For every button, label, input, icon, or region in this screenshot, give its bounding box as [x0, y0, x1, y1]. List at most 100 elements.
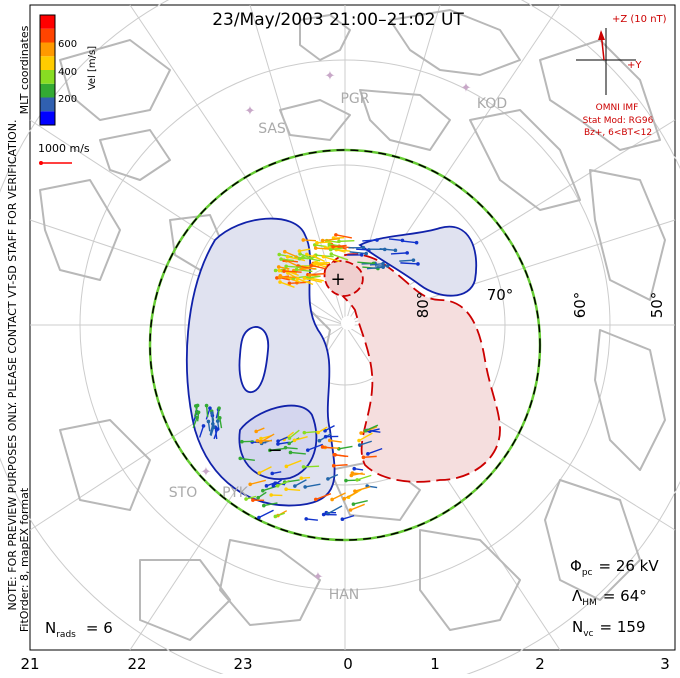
coordinate-system-label: MLT coordinates — [18, 25, 31, 114]
velocity-vector-dot — [256, 496, 260, 500]
pole-blank — [341, 316, 355, 330]
velocity-vector — [286, 266, 301, 267]
mlt-tick-label: 0 — [343, 655, 353, 673]
imf-condition-label: Bz+, 6<BT<12 — [584, 128, 652, 138]
colorbar-cells — [40, 15, 55, 125]
velocity-vector — [289, 282, 306, 283]
velocity-vector-dot — [301, 238, 305, 242]
velocity-vector-dot — [276, 484, 280, 488]
velocity-vector-dot — [318, 439, 322, 443]
velocity-vector-dot — [314, 498, 318, 502]
velocity-vector — [339, 241, 354, 242]
station-label: PGR — [340, 91, 369, 107]
velocity-vector-dot — [285, 465, 289, 469]
velocity-vector-dot — [272, 484, 276, 488]
velocity-vector-dot — [322, 513, 326, 517]
imf-model-label: Stat Mod: RG96 — [583, 116, 654, 126]
mlt-tick-label: 1 — [430, 655, 440, 673]
station-marker-icon: ✦ — [325, 69, 336, 84]
station-marker-icon: ✦ — [201, 465, 212, 480]
lambda-subscript: HM — [582, 598, 597, 608]
velocity-vector-dot — [278, 280, 282, 284]
velocity-vector-dot — [304, 517, 308, 521]
colorbar-tick-label: 400 — [58, 67, 77, 78]
velocity-vector-dot — [277, 265, 281, 269]
phi-symbol: Φ — [570, 557, 582, 575]
potential-min-marker: − — [267, 440, 282, 461]
velocity-vector-dot — [331, 245, 335, 249]
velocity-vector-dot — [329, 248, 333, 252]
velocity-vector-dot — [217, 406, 221, 410]
velocity-vector-dot — [303, 485, 307, 489]
velocity-vector-dot — [278, 275, 282, 279]
velocity-vector-dot — [334, 233, 338, 237]
velocity-vector-dot — [258, 471, 262, 475]
velocity-vector-dot — [362, 456, 366, 460]
velocity-vector-dot — [342, 497, 346, 501]
velocity-vector-dot — [381, 265, 385, 269]
velocity-vector-dot — [309, 264, 313, 268]
lambda-value: = 64° — [603, 587, 647, 605]
velocity-vector-dot — [259, 437, 263, 441]
mlt-tick-label: 23 — [233, 655, 252, 673]
velocity-vector-dot — [321, 239, 325, 243]
colorbar-cell — [40, 98, 55, 112]
reference-vector-label: 1000 m/s — [38, 142, 90, 155]
velocity-vector-dot — [381, 262, 385, 266]
velocity-vector-dot — [326, 477, 330, 481]
lat-label-80: 80° — [414, 292, 432, 319]
velocity-vector-dot — [330, 498, 334, 502]
velocity-vector — [356, 249, 369, 250]
velocity-vector-dot — [240, 440, 244, 444]
mlt-tick-label: 22 — [127, 655, 146, 673]
velocity-vector-dot — [386, 264, 390, 268]
velocity-vector-dot — [314, 261, 318, 265]
nvc-subscript: vc — [583, 629, 593, 639]
velocity-vector-dot — [358, 443, 362, 447]
velocity-vector — [399, 260, 413, 261]
reference-vector-dot — [39, 161, 43, 165]
colorbar-cell — [40, 15, 55, 29]
velocity-vector-dot — [349, 508, 353, 512]
velocity-vector-dot — [269, 493, 273, 497]
velocity-vector-dot — [298, 257, 302, 261]
velocity-vector-dot — [357, 439, 361, 443]
velocity-vector-dot — [328, 439, 332, 443]
velocity-vector-dot — [283, 250, 287, 254]
velocity-vector-dot — [353, 489, 357, 493]
lat-label-50: 50° — [648, 292, 666, 319]
colorbar-cell — [40, 56, 55, 70]
nrads-value: = 6 — [86, 619, 113, 637]
fit-order-note: FitOrder: 8, mapEX format — [18, 487, 31, 632]
velocity-vector-dot — [274, 269, 278, 273]
velocity-vector-dot — [293, 484, 297, 488]
velocity-vector-dot — [332, 453, 336, 457]
velocity-vector — [303, 240, 316, 241]
velocity-vector-dot — [322, 255, 326, 259]
velocity-vector-dot — [293, 439, 297, 443]
mlt-axis: 21 22 23 0 1 2 3 — [20, 655, 669, 673]
velocity-vector-dot — [295, 268, 299, 272]
velocity-vector — [334, 465, 348, 466]
phi-subscript: pc — [582, 568, 593, 578]
velocity-vector-dot — [196, 404, 200, 408]
velocity-vector-dot — [341, 517, 345, 521]
map-title: 23/May/2003 21:00–21:02 UT — [212, 10, 464, 30]
velocity-vector-dot — [303, 276, 307, 280]
vector-count: Nvc= 159 — [572, 618, 645, 639]
velocity-vector-dot — [355, 478, 359, 482]
phi-value: = 26 kV — [598, 557, 659, 575]
velocity-vector-dot — [277, 253, 281, 257]
velocity-vector-dot — [352, 467, 356, 471]
velocity-vector-dot — [298, 249, 302, 253]
colorbar-unit-label: Vel [m/s] — [87, 46, 98, 90]
velocity-vector-dot — [394, 249, 398, 253]
velocity-vector-dot — [259, 440, 263, 444]
velocity-vector-dot — [332, 464, 336, 468]
velocity-vector-dot — [262, 504, 266, 508]
velocity-vector-dot — [299, 476, 303, 480]
colorbar-cell — [40, 111, 55, 125]
velocity-vector-dot — [321, 445, 325, 449]
velocity-vector-dot — [210, 411, 214, 415]
velocity-vector-dot — [302, 465, 306, 469]
